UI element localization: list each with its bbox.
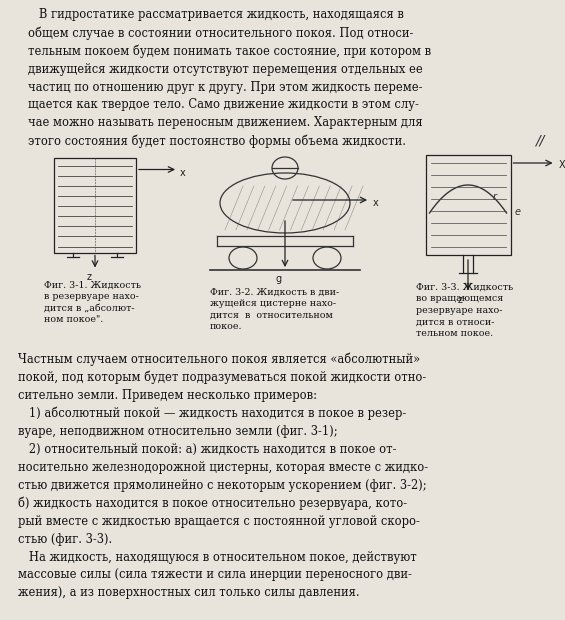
Text: Фиг. 3-3. Жидкость
во вращающемся
резервуаре нахо-
дится в относи-
тельном покое: Фиг. 3-3. Жидкость во вращающемся резерв… [415, 283, 512, 338]
Text: Частным случаем относительного покоя является «абсолютный»
покой, под которым бу: Частным случаем относительного покоя явл… [18, 352, 428, 599]
Text: z: z [458, 295, 463, 305]
Text: X: X [558, 160, 565, 170]
Text: z: z [87, 273, 92, 283]
Text: e: e [515, 207, 520, 217]
Text: r: r [493, 192, 497, 202]
Text: x: x [373, 198, 379, 208]
Text: g: g [276, 274, 282, 284]
Bar [54, 157, 136, 252]
Text: Фиг. 3-2. Жидкость в дви-
жущейся цистерне нахо-
дится  в  относительном
покое.: Фиг. 3-2. Жидкость в дви- жущейся цистер… [210, 288, 339, 331]
Text: x: x [180, 167, 186, 177]
Bar [425, 155, 511, 255]
Text: В гидростатике рассматривается жидкость, находящаяся в
общем случае в состоянии : В гидростатике рассматривается жидкость,… [28, 8, 431, 148]
Text: //: // [536, 133, 545, 147]
Text: Фиг. 3-1. Жидкость
в резервуаре нахо-
дится в „абсолют-
ном покое".: Фиг. 3-1. Жидкость в резервуаре нахо- ди… [44, 280, 141, 324]
